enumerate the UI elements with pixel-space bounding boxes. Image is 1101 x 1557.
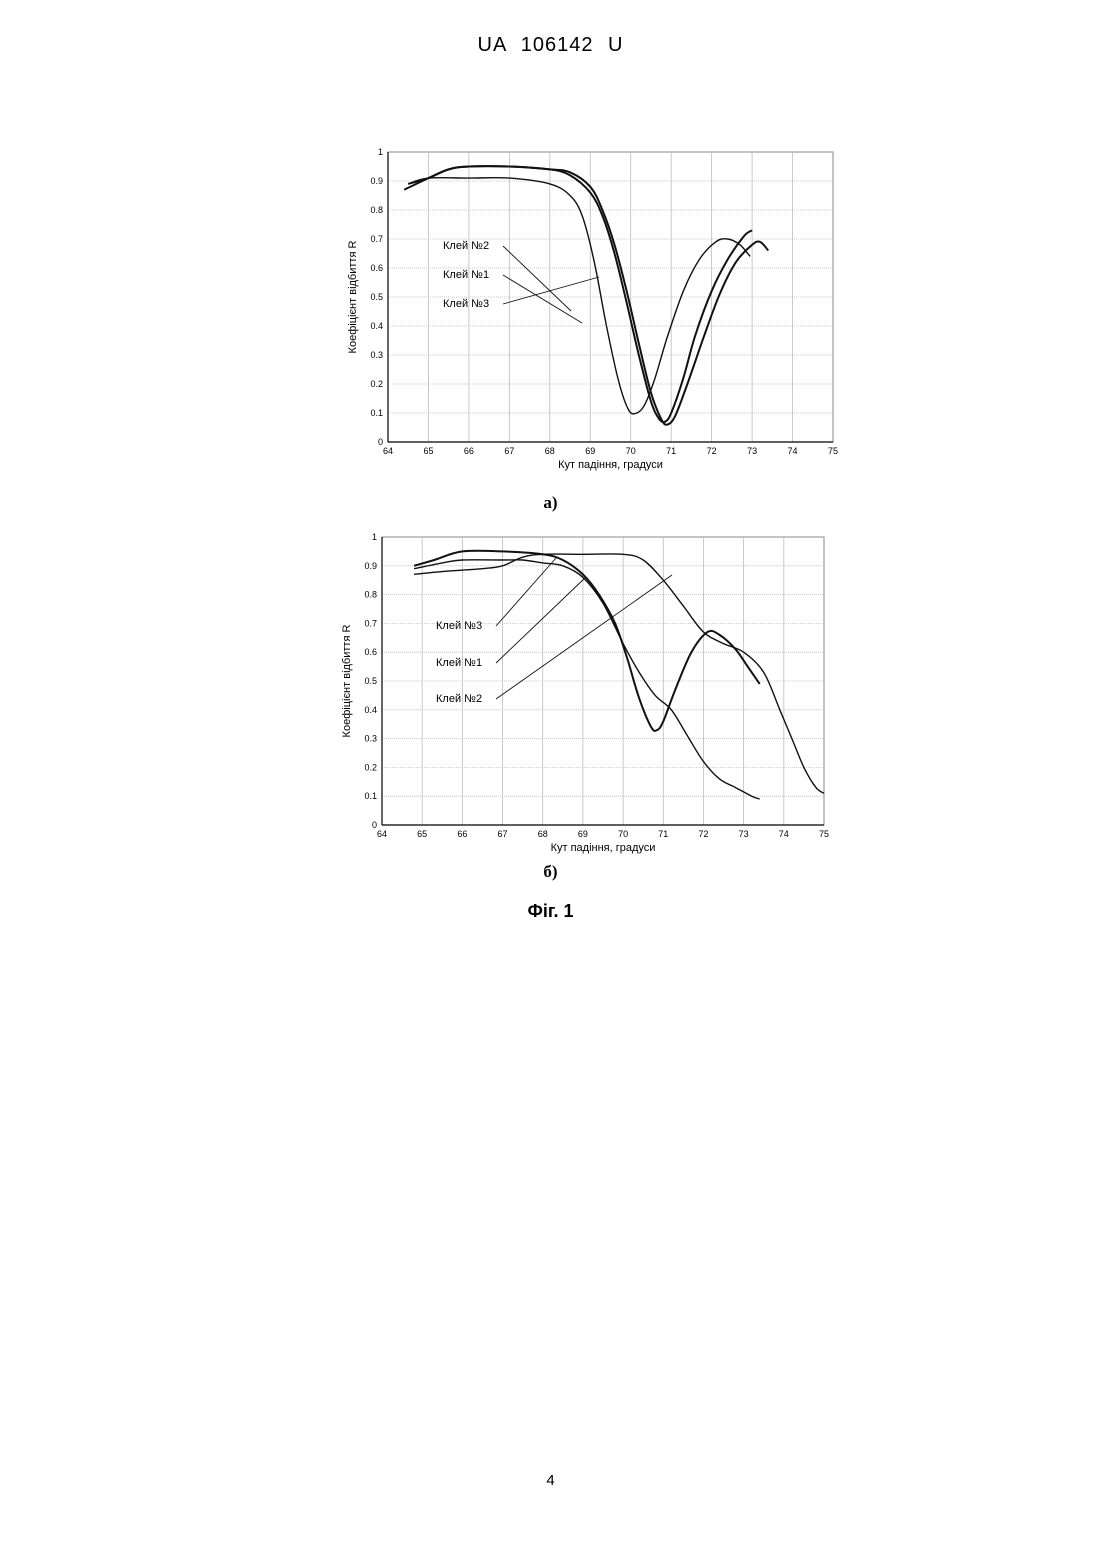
series-annotation-label: Клей №2 xyxy=(443,240,489,252)
y-tick-label: 0.5 xyxy=(364,676,377,686)
x-tick-label: 66 xyxy=(457,829,467,839)
series-annotation-label: Клей №2 xyxy=(436,693,482,705)
panel-label-a: а) xyxy=(0,493,1101,513)
x-tick-label: 65 xyxy=(417,829,427,839)
y-tick-label: 0.1 xyxy=(370,408,383,418)
y-tick-label: 0.9 xyxy=(370,176,383,186)
x-tick-label: 72 xyxy=(698,829,708,839)
x-tick-label: 74 xyxy=(779,829,789,839)
y-axis-title: Коефіцієнт відбиття R xyxy=(341,625,353,738)
x-tick-label: 71 xyxy=(658,829,668,839)
y-tick-label: 0.9 xyxy=(364,561,377,571)
x-tick-label: 67 xyxy=(498,829,508,839)
y-tick-label: 0.1 xyxy=(364,791,377,801)
chart-b: 64 65 66 67 68 69 70 71 72 73 74 75 0 0.1 0.2 0.3 0.4 0.5… xyxy=(0,525,1101,865)
x-tick-label: 69 xyxy=(578,829,588,839)
y-tick-label: 0.6 xyxy=(370,263,383,273)
x-tick-label: 73 xyxy=(747,446,757,456)
y-tick-label: 0.6 xyxy=(364,647,377,657)
x-tick-label: 66 xyxy=(464,446,474,456)
y-tick-label: 0.2 xyxy=(364,762,377,772)
x-tick-label: 70 xyxy=(626,446,636,456)
y-tick-label: 0.2 xyxy=(370,379,383,389)
x-tick-label: 68 xyxy=(545,446,555,456)
x-tick-label: 70 xyxy=(618,829,628,839)
page-number: 4 xyxy=(0,1472,1101,1489)
series-annotation-label: Клей №1 xyxy=(443,269,489,281)
y-tick-label: 0 xyxy=(372,820,377,830)
x-tick-label: 75 xyxy=(828,446,838,456)
x-axis-title: Кут падіння, градуси xyxy=(551,842,656,854)
y-tick-label: 0.8 xyxy=(370,205,383,215)
y-tick-label: 0.7 xyxy=(364,618,377,628)
x-tick-label: 75 xyxy=(819,829,829,839)
y-tick-label: 0.4 xyxy=(364,705,377,715)
panel-label-b: б) xyxy=(0,862,1101,882)
chart-a: 64 65 66 67 68 69 70 71 72 73 74 75 0 0.1 0.2 0.3 0.4 0.5… xyxy=(0,140,1101,485)
x-tick-label: 71 xyxy=(666,446,676,456)
x-tick-label: 64 xyxy=(383,446,393,456)
y-tick-label: 1 xyxy=(378,147,383,157)
series-annotation-label: Клей №1 xyxy=(436,657,482,669)
series-annotation-label: Клей №3 xyxy=(436,620,482,632)
x-tick-label: 74 xyxy=(788,446,798,456)
x-tick-label: 68 xyxy=(538,829,548,839)
y-tick-label: 1 xyxy=(372,532,377,542)
x-tick-label: 64 xyxy=(377,829,387,839)
y-tick-label: 0.8 xyxy=(364,590,377,600)
x-tick-label: 72 xyxy=(707,446,717,456)
document-header: UA 106142 U xyxy=(0,34,1101,57)
y-axis-title: Коефіцієнт відбиття R xyxy=(347,241,359,354)
y-tick-label: 0.4 xyxy=(370,321,383,331)
x-tick-label: 73 xyxy=(739,829,749,839)
figure-caption: Фіг. 1 xyxy=(0,901,1101,922)
x-tick-label: 67 xyxy=(504,446,514,456)
y-tick-label: 0 xyxy=(378,437,383,447)
y-tick-label: 0.3 xyxy=(370,350,383,360)
x-tick-label: 65 xyxy=(423,446,433,456)
x-axis-title: Кут падіння, градуси xyxy=(558,459,663,471)
y-tick-label: 0.5 xyxy=(370,292,383,302)
y-tick-label: 0.7 xyxy=(370,234,383,244)
x-tick-label: 69 xyxy=(585,446,595,456)
y-tick-label: 0.3 xyxy=(364,734,377,744)
series-annotation-label: Клей №3 xyxy=(443,298,489,310)
